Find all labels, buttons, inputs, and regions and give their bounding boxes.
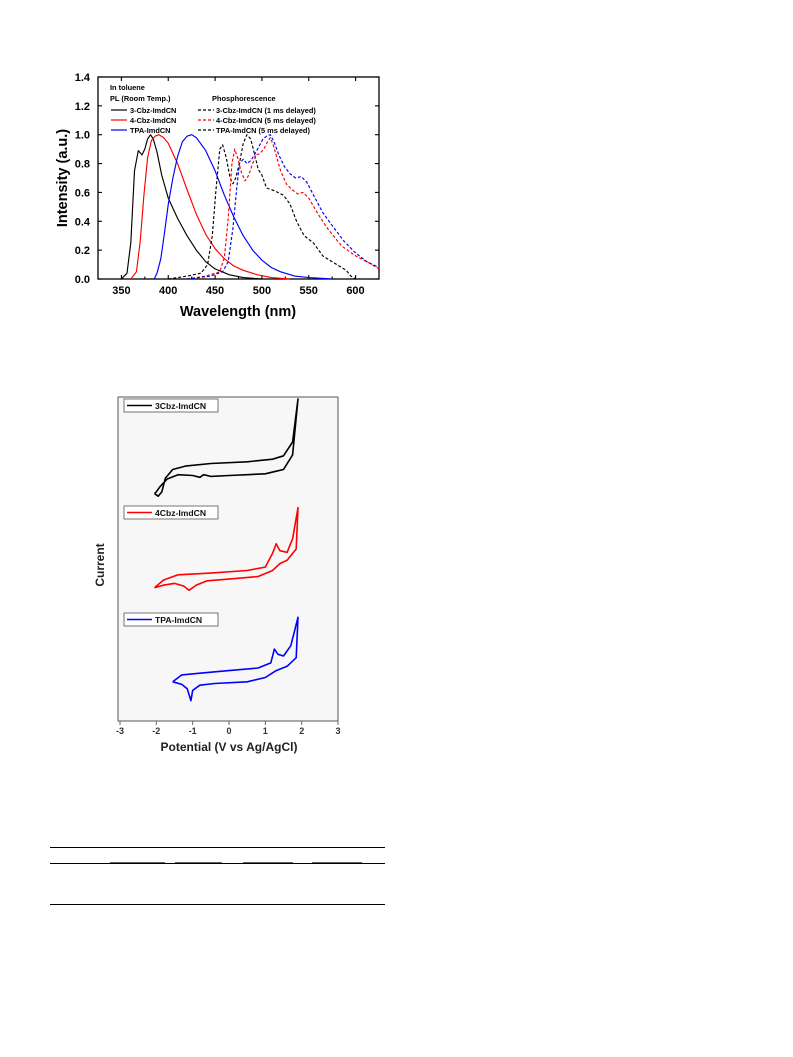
x-tick-label: 0 <box>226 726 231 736</box>
series-line-4-cbz-imdcn-5-ms-delayed <box>186 137 380 280</box>
x-tick-label: 550 <box>300 285 318 297</box>
cv-curve-tpa-imdcn <box>172 616 299 702</box>
label-box-tpa <box>123 612 219 627</box>
y-tick-label: 0.4 <box>75 216 91 228</box>
series-lines <box>120 134 380 280</box>
tick-marks <box>98 76 379 280</box>
legend-label-tpa: TPA-ImdCN <box>130 126 171 135</box>
series-lines <box>153 398 299 702</box>
series-line-tpa-imdcn-5-ms-delayed <box>186 134 380 280</box>
legend-label-4cbz-delayed: 4-Cbz-ImdCN (5 ms delayed) <box>216 116 316 125</box>
tick-marks <box>118 720 339 725</box>
label-text-4cbz: 4Cbz-ImdCN <box>155 508 206 518</box>
series-line-4-cbz-imdcn <box>130 134 291 280</box>
x-ticks: -3 -2 -1 0 1 2 3 <box>116 726 341 736</box>
x-tick-label: 2 <box>299 726 304 736</box>
series-line-3-cbz-imdcn-1-ms-delayed <box>168 134 356 280</box>
x-tick-label: 3 <box>335 726 340 736</box>
legend-label-4cbz: 4-Cbz-ImdCN <box>130 116 176 125</box>
table-rules <box>50 847 385 905</box>
cv-curve-4cbz-imdcn <box>153 506 299 592</box>
x-tick-label: 350 <box>112 285 130 297</box>
label-text-tpa: TPA-ImdCN <box>155 615 202 625</box>
legend-note-phosphorescence: Phosphorescence <box>212 94 276 103</box>
x-tick-label: 600 <box>346 285 364 297</box>
y-tick-label: 0.6 <box>75 187 90 199</box>
x-tick-label: -1 <box>189 726 197 736</box>
x-tick-label: -3 <box>116 726 124 736</box>
x-tick-label: 500 <box>253 285 271 297</box>
y-ticks: 0.0 0.2 0.4 0.6 0.8 1.0 1.2 1.4 <box>75 72 91 286</box>
x-tick-label: 450 <box>206 285 224 297</box>
plot-frame <box>117 396 339 722</box>
emission-spectra-chart: 0.0 0.2 0.4 0.6 0.8 1.0 1.2 1.4 350 400 … <box>55 72 380 320</box>
y-axis-label: Current <box>93 543 107 586</box>
cv-curve-3cbz-imdcn <box>153 398 299 497</box>
curve-labels: 3Cbz-ImdCN 4Cbz-ImdCN TPA-ImdCN <box>123 398 219 627</box>
label-box-3cbz <box>123 398 219 413</box>
cyclic-voltammetry-chart: -3 -2 -1 0 1 2 3 3Cbz-ImdCN 4Cbz-ImdCN T… <box>93 396 341 754</box>
y-tick-label: 1.2 <box>75 101 90 113</box>
x-ticks: 350 400 450 500 550 600 <box>112 285 364 297</box>
y-tick-label: 1.0 <box>75 130 90 142</box>
y-tick-label: 0.2 <box>75 245 90 257</box>
legend-note-solvent: In toluene <box>110 83 145 92</box>
legend: In toluene PL (Room Temp.) Phosphorescen… <box>110 83 316 135</box>
series-line-3-cbz-imdcn <box>120 134 262 280</box>
y-tick-label: 0.0 <box>75 274 90 286</box>
y-tick-label: 1.4 <box>75 72 91 84</box>
y-axis-label: Intensity (a.u.) <box>55 129 71 227</box>
series-line-tpa-imdcn <box>153 134 333 280</box>
x-axis-label: Potential (V vs Ag/AgCl) <box>161 740 298 754</box>
label-box-4cbz <box>123 505 219 520</box>
y-tick-label: 0.8 <box>75 159 90 171</box>
label-text-3cbz: 3Cbz-ImdCN <box>155 401 206 411</box>
legend-label-3cbz: 3-Cbz-ImdCN <box>130 106 176 115</box>
x-tick-label: 1 <box>263 726 268 736</box>
x-axis-label: Wavelength (nm) <box>180 304 296 320</box>
x-tick-label: -2 <box>152 726 160 736</box>
legend-label-tpa-delayed: TPA-ImdCN (5 ms delayed) <box>216 126 310 135</box>
legend-label-3cbz-delayed: 3-Cbz-ImdCN (1 ms delayed) <box>216 106 316 115</box>
x-tick-label: 400 <box>159 285 177 297</box>
legend-note-pl: PL (Room Temp.) <box>110 94 171 103</box>
